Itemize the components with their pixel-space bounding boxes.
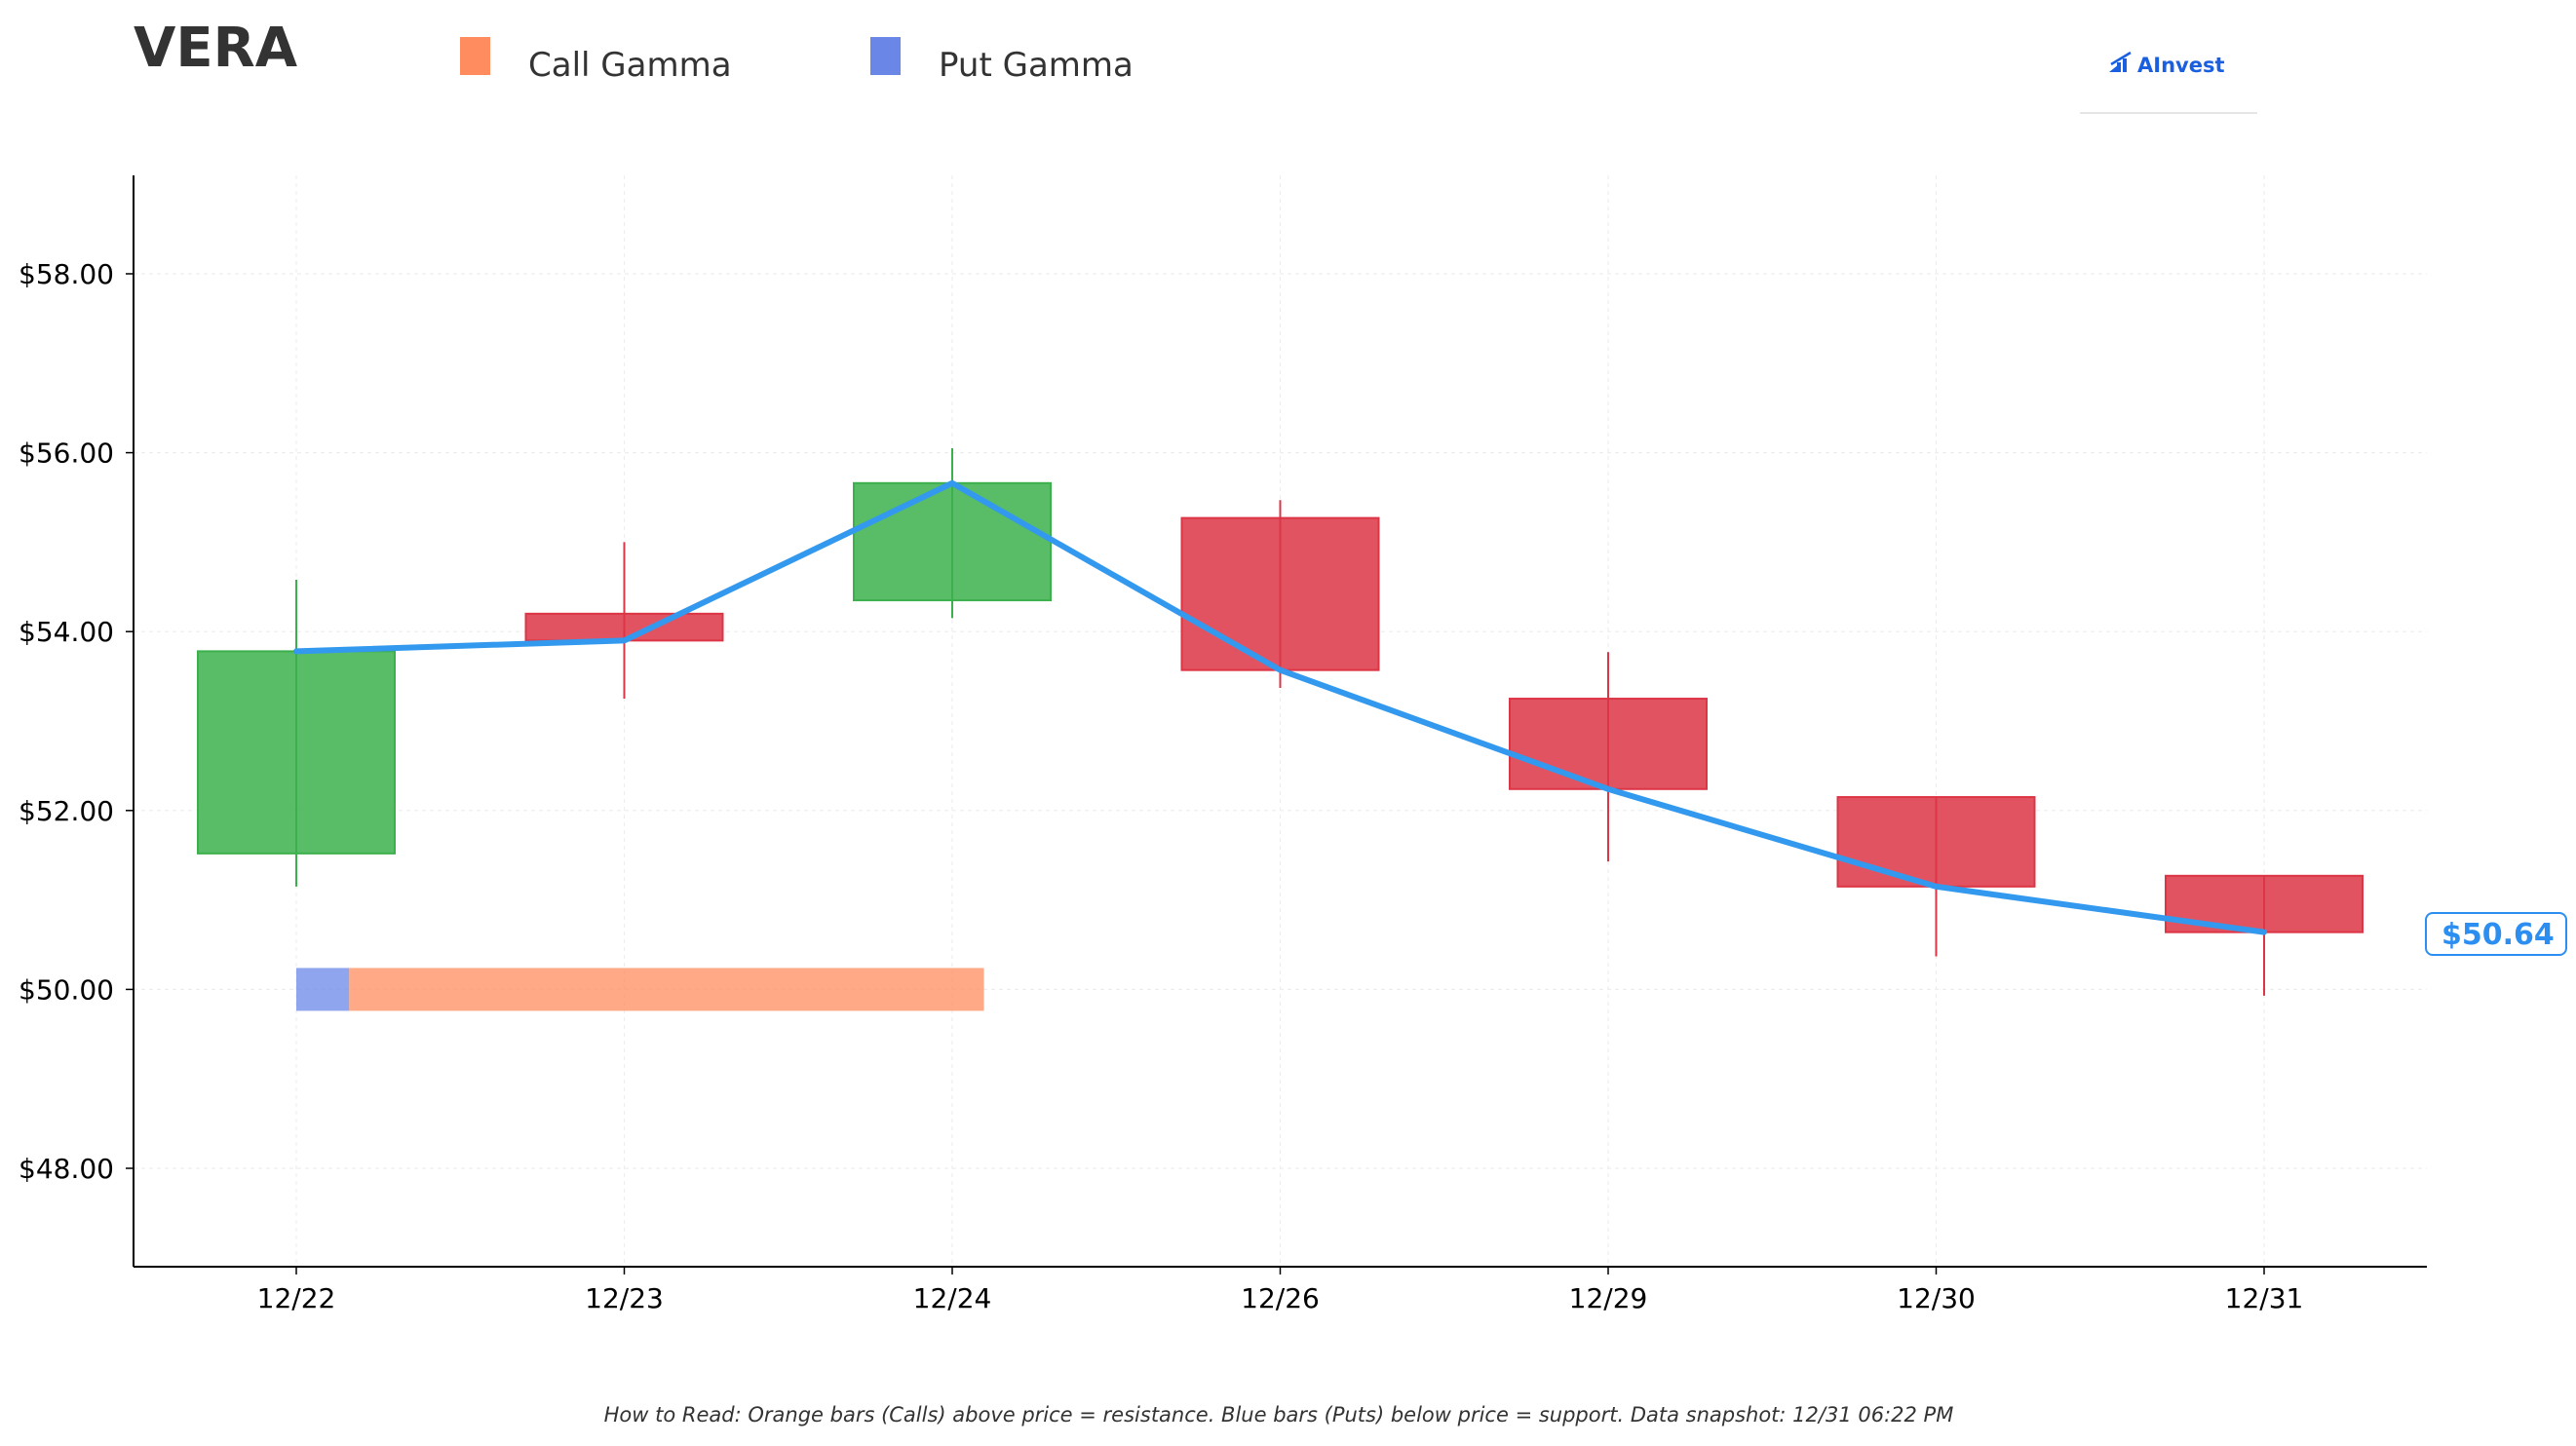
chart-bars-icon <box>2109 51 2132 72</box>
candle-body-up <box>197 650 396 855</box>
legend: Call Gamma Put Gamma <box>460 37 1134 85</box>
x-tick-label: 12/30 <box>1897 1282 1976 1314</box>
last-price-label: $50.64 <box>2441 918 2555 952</box>
grid <box>134 175 2427 1267</box>
y-tick-label: $56.00 <box>19 438 114 470</box>
put-gamma-bar <box>296 968 350 1011</box>
footnote: How to Read: Orange bars (Calls) above p… <box>604 1403 1954 1427</box>
candlesticks <box>197 448 2364 996</box>
x-tick-label: 12/31 <box>2225 1282 2304 1314</box>
x-tick-label: 12/24 <box>913 1282 992 1314</box>
gamma-bars <box>296 968 984 1011</box>
put-gamma-legend-label: Put Gamma <box>939 46 1134 85</box>
call-gamma-legend-swatch <box>460 37 490 75</box>
y-tick-label: $54.00 <box>19 616 114 648</box>
x-axis-ticks: 12/22 12/23 12/24 12/26 12/29 12/30 12/31 <box>257 1267 2304 1314</box>
logo-text: AInvest <box>2137 54 2225 77</box>
y-axis-ticks: $48.00 $50.00 $52.00 $54.00 $56.00 $58.00 <box>19 258 134 1185</box>
candle-body-up <box>853 481 1052 602</box>
candle-body-down <box>1509 698 1708 790</box>
x-tick-label: 12/26 <box>1241 1282 1320 1314</box>
y-tick-label: $52.00 <box>19 795 114 827</box>
x-tick-label: 12/29 <box>1569 1282 1648 1314</box>
x-tick-label: 12/22 <box>257 1282 336 1314</box>
price-line <box>293 479 2267 935</box>
candle-body-down <box>1836 796 2036 888</box>
call-gamma-legend-label: Call Gamma <box>528 46 732 85</box>
y-tick-label: $50.00 <box>19 973 114 1006</box>
y-tick-label: $58.00 <box>19 258 114 290</box>
x-tick-label: 12/23 <box>585 1282 664 1314</box>
candle-body-down <box>524 612 724 642</box>
y-tick-label: $48.00 <box>19 1153 114 1185</box>
ainvest-logo: AInvest <box>2080 51 2257 114</box>
last-price-tag-box <box>2425 912 2567 956</box>
last-price-tag: $50.64 <box>2425 912 2567 956</box>
price-line-layer <box>293 479 2267 935</box>
put-gamma-legend-swatch <box>870 37 901 75</box>
call-gamma-bar <box>349 968 984 1011</box>
candle-body-down <box>1180 516 1380 671</box>
ticker-title: VERA <box>134 17 298 80</box>
